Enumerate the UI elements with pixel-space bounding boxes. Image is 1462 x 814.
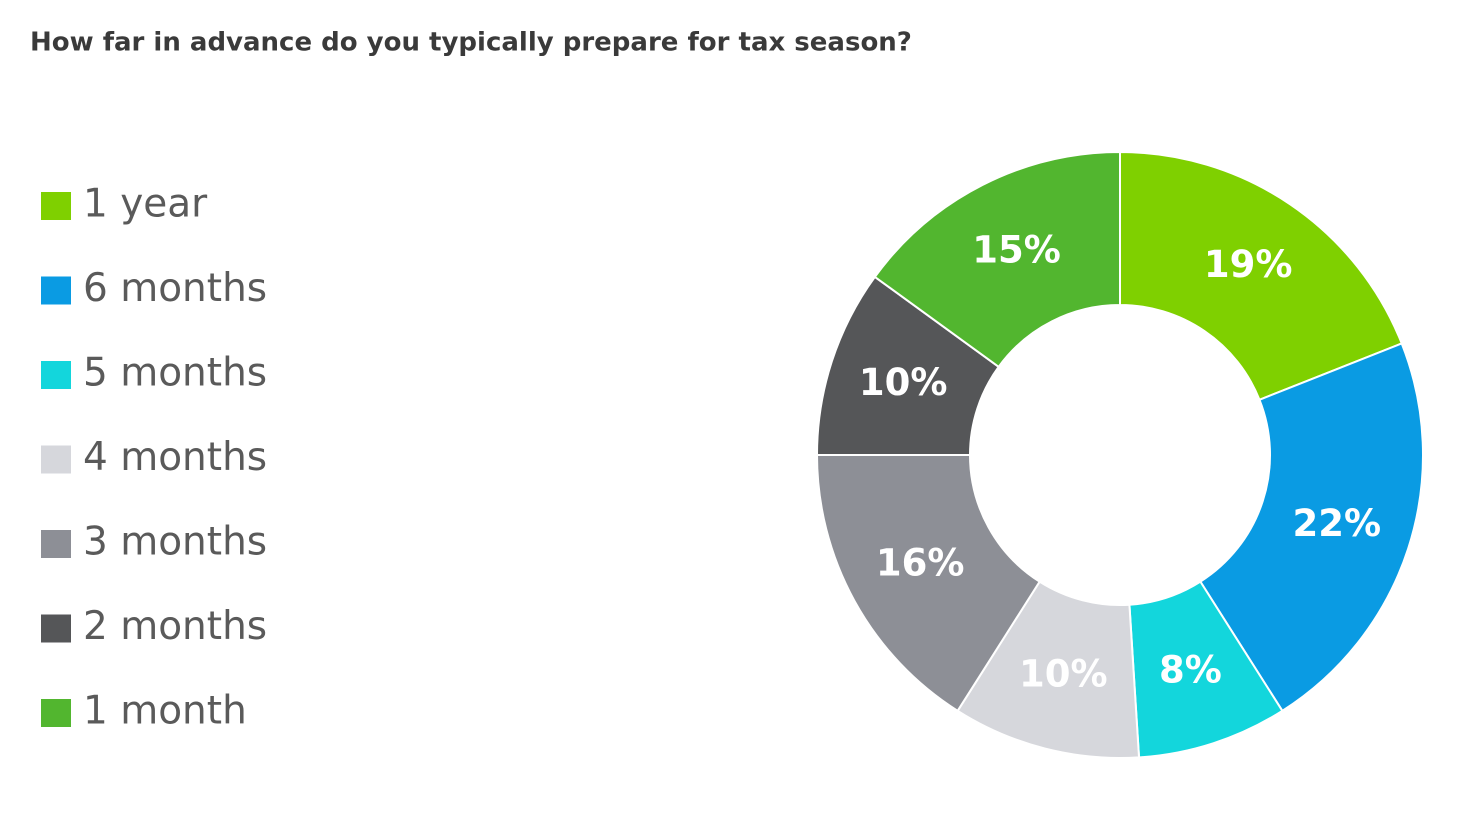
value-label: 16% <box>876 541 965 584</box>
donut-segment <box>873 150 1121 369</box>
value-label: 10% <box>1019 652 1108 695</box>
donut-segment <box>1119 150 1404 402</box>
chart-title: How far in advance do you typically prep… <box>30 28 912 58</box>
value-label: 10% <box>859 361 948 404</box>
legend-swatch <box>41 699 71 727</box>
legend-swatch <box>41 614 71 643</box>
legend-swatch <box>41 445 71 474</box>
donut-segment <box>815 454 1042 713</box>
legend-label: 6 months <box>83 266 267 311</box>
donut-segment <box>1198 342 1424 713</box>
legend-label: 2 months <box>83 604 267 649</box>
legend-swatch <box>41 192 71 220</box>
legend-label: 5 months <box>83 351 267 396</box>
legend-label: 4 months <box>83 435 267 480</box>
legend-label: 1 year <box>83 182 208 227</box>
value-label: 22% <box>1293 502 1382 545</box>
legend-swatch <box>41 276 71 305</box>
legend-label: 1 month <box>83 689 247 734</box>
legend-swatch <box>41 530 71 558</box>
value-label: 15% <box>972 228 1061 271</box>
value-label: 19% <box>1204 243 1293 286</box>
value-label: 8% <box>1159 648 1222 691</box>
legend-swatch <box>41 361 71 389</box>
legend-label: 3 months <box>83 520 267 565</box>
